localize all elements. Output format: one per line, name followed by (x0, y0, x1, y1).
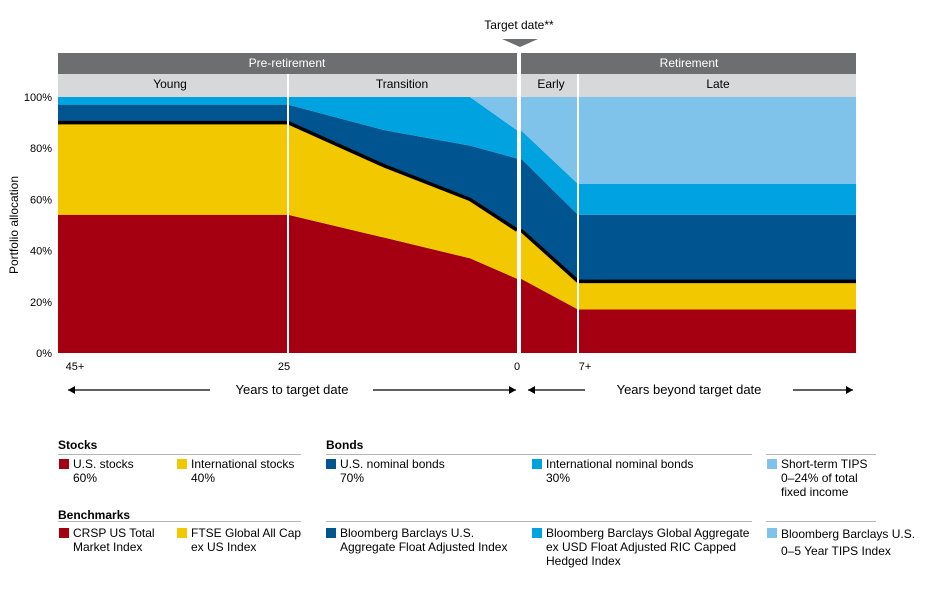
stocks-header: Stocks (58, 438, 98, 452)
benchmarks-header: Benchmarks (58, 508, 131, 522)
bm-us-stocks-swatch (59, 528, 69, 538)
intl-bonds-label: International nominal bonds (546, 457, 694, 471)
target-date-label: Target date** (484, 18, 554, 32)
arrow-left-after-head (528, 386, 535, 394)
tips-share-line-2: fixed income (781, 485, 849, 499)
arrow-left-before-head (68, 386, 75, 394)
area-u-s-stocks-panel-1 (521, 278, 856, 353)
stage-label-young: Young (153, 77, 187, 91)
y-tick-label: 20% (30, 297, 52, 309)
area-short-term-tips-panel-1 (521, 97, 856, 185)
bm-intl-bonds-line-1: Bloomberg Barclays Global Aggregate (546, 526, 750, 540)
bm-tips-line-1: Bloomberg Barclays U.S. (781, 527, 916, 541)
intl-stocks-label: International stocks (191, 457, 295, 471)
bm-us-bonds-line-2: Aggregate Float Adjusted Index (340, 540, 508, 554)
intl-bonds-swatch (532, 459, 542, 469)
target-date-gap (517, 50, 521, 355)
bm-us-stocks-line-1: CRSP US Total (73, 526, 155, 540)
stage-label-early: Early (537, 77, 564, 91)
area-international-nominal-bonds-panel-0 (58, 97, 517, 159)
benchmark-rule-bonds (326, 521, 752, 522)
area-international-nominal-bonds-panel-1 (521, 130, 856, 215)
x-tick-label: 45+ (66, 361, 85, 373)
tips-share-line-1: 0–24% of total (781, 471, 858, 485)
benchmark-us-stocks: CRSP US Total Market Index (73, 526, 155, 554)
area-u-s-nominal-bonds-panel-0 (58, 104, 517, 231)
arrow-right-after-head (846, 386, 853, 394)
stage-bar-late (579, 74, 856, 97)
us-stocks-share: 60% (73, 471, 98, 485)
x-tick-label: 25 (278, 361, 290, 373)
tips-swatch (767, 459, 777, 469)
phase-label-pre-retirement: Pre-retirement (249, 56, 326, 70)
legend-item-intl-stocks: International stocks 40% (191, 457, 294, 485)
us-bonds-label: U.S. nominal bonds (340, 457, 445, 471)
bm-tips-line-2: 0–5 Year TIPS Index (781, 544, 891, 558)
bm-intl-stocks-line-2: ex US Index (191, 540, 257, 554)
stage-label-transition: Transition (376, 77, 428, 91)
bm-intl-stocks-line-1: FTSE Global All Cap (191, 526, 302, 540)
bm-us-stocks-line-2: Market Index (73, 540, 143, 554)
legend-item-intl-bonds: International nominal bonds 30% (546, 457, 693, 485)
bm-tips-swatch (767, 528, 777, 538)
stage-label-late: Late (706, 77, 730, 91)
y-tick-label: 40% (30, 246, 52, 258)
benchmark-rule-stocks (58, 521, 301, 522)
us-bonds-swatch (326, 459, 336, 469)
y-tick-label: 80% (30, 143, 52, 155)
y-tick-label: 0% (36, 348, 52, 360)
intl-stocks-swatch (177, 459, 187, 469)
area-u-s-nominal-bonds-panel-1 (521, 158, 856, 282)
legend-item-us-stocks: U.S. stocks 60% (73, 457, 134, 485)
x-tick-label: 0 (514, 361, 520, 373)
stage-bar-early (521, 74, 577, 97)
target-date-marker (502, 39, 538, 47)
benchmark-us-bonds: Bloomberg Barclays U.S. Aggregate Float … (340, 526, 507, 554)
x-axis-label-before: Years to target date (236, 382, 349, 397)
bm-us-bonds-line-1: Bloomberg Barclays U.S. (340, 526, 475, 540)
benchmark-rule-tips (766, 521, 876, 522)
legend-item-us-bonds: U.S. nominal bonds 70% (340, 457, 445, 485)
benchmark-tips: Bloomberg Barclays U.S. 0–5 Year TIPS In… (781, 526, 915, 560)
arrow-right-before-head (509, 386, 516, 394)
y-tick-label: 100% (24, 92, 52, 104)
bonds-header: Bonds (326, 438, 364, 452)
stocks-rule (58, 454, 301, 455)
us-stocks-swatch (59, 459, 69, 469)
x-axis-label-after: Years beyond target date (617, 382, 762, 397)
bonds-rule (326, 454, 752, 455)
equity-bond-divider-line-panel-0 (58, 120, 518, 232)
phase-bar-pre-retirement (58, 53, 517, 74)
bm-intl-stocks-swatch (177, 528, 187, 538)
area-international-stocks-panel-1 (521, 230, 856, 310)
us-bonds-share: 70% (340, 471, 365, 485)
bm-intl-bonds-swatch (532, 528, 542, 538)
benchmark-intl-stocks: FTSE Global All Cap ex US Index (191, 526, 301, 554)
stage-bar-young (58, 74, 287, 97)
tips-rule (766, 454, 876, 455)
bm-intl-bonds-line-3: Hedged Index (546, 554, 621, 568)
tips-label: Short-term TIPS (781, 457, 868, 471)
bm-intl-bonds-line-2: ex USD Float Adjusted RIC Capped (546, 540, 737, 554)
stage-bar-transition (289, 74, 517, 97)
intl-stocks-share: 40% (191, 471, 216, 485)
us-stocks-label: U.S. stocks (73, 457, 134, 471)
y-axis-label: Portfolio allocation (7, 176, 21, 274)
y-tick-label: 60% (30, 194, 52, 206)
benchmark-intl-bonds: Bloomberg Barclays Global Aggregate ex U… (546, 526, 749, 568)
x-tick-label: 7+ (579, 361, 592, 373)
intl-bonds-share: 30% (546, 471, 571, 485)
phase-label-retirement: Retirement (660, 56, 719, 70)
phase-bar-retirement (521, 53, 856, 74)
bm-us-bonds-swatch (326, 528, 336, 538)
legend-item-tips: Short-term TIPS 0–24% of total fixed inc… (781, 457, 867, 499)
